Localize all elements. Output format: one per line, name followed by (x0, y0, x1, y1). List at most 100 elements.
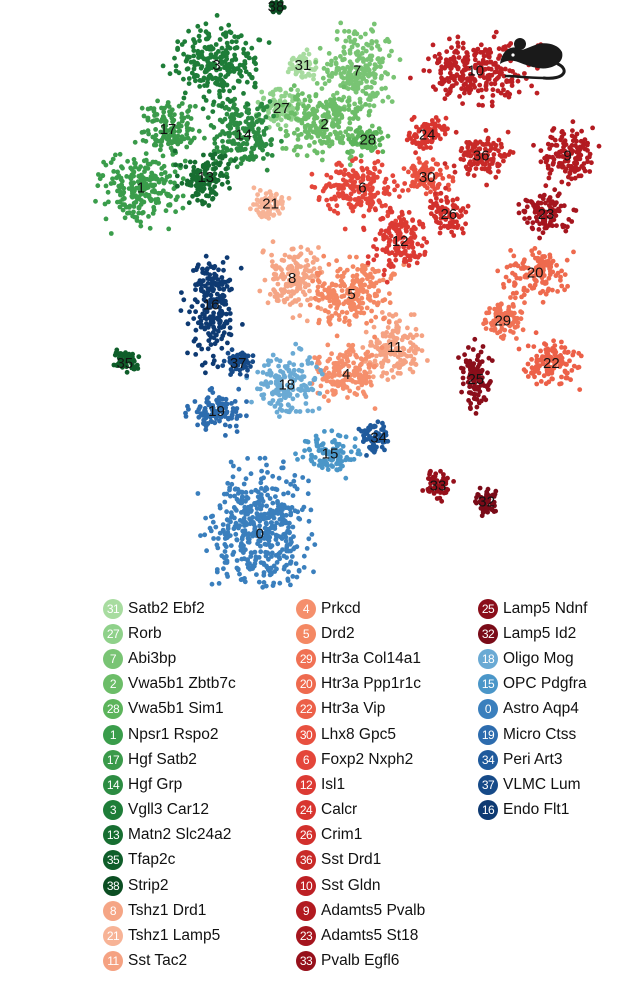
point-cluster-30 (446, 174, 452, 179)
point-cluster-24 (409, 117, 415, 122)
point-cluster-21 (267, 204, 272, 209)
point-cluster-7 (372, 80, 377, 86)
point-cluster-14 (221, 145, 227, 151)
point-cluster-18 (307, 381, 313, 386)
point-cluster-20 (536, 250, 542, 256)
point-cluster-35 (123, 353, 128, 359)
point-cluster-5 (336, 313, 342, 318)
point-cluster-7 (383, 85, 388, 91)
point-cluster-2 (299, 117, 305, 123)
point-cluster-21 (273, 192, 279, 198)
point-cluster-36 (471, 173, 477, 179)
point-cluster-12 (397, 250, 403, 256)
point-cluster-4 (353, 366, 359, 372)
point-cluster-17 (153, 126, 159, 132)
point-cluster-12 (361, 227, 367, 233)
point-cluster-9 (543, 159, 549, 165)
point-cluster-2 (327, 143, 332, 149)
point-cluster-17 (151, 142, 157, 148)
point-cluster-0 (264, 486, 270, 492)
point-cluster-12 (401, 259, 407, 264)
point-cluster-8 (290, 246, 296, 252)
point-cluster-0 (270, 473, 276, 479)
point-cluster-1 (103, 162, 109, 168)
point-cluster-8 (288, 293, 294, 299)
point-cluster-6 (352, 184, 358, 189)
point-cluster-4 (337, 365, 343, 370)
point-cluster-8 (287, 282, 292, 288)
point-cluster-8 (262, 277, 268, 283)
point-cluster-36 (499, 144, 504, 150)
point-cluster-6 (372, 165, 377, 171)
point-cluster-0 (240, 494, 245, 499)
point-cluster-31 (304, 60, 310, 66)
point-cluster-5 (316, 279, 322, 285)
point-cluster-24 (443, 115, 449, 121)
point-cluster-0 (265, 470, 270, 475)
point-cluster-8 (305, 247, 311, 253)
point-cluster-5 (334, 333, 340, 339)
point-cluster-0 (238, 577, 244, 583)
point-cluster-20 (559, 283, 565, 289)
point-cluster-11 (414, 332, 419, 338)
point-cluster-0 (275, 533, 281, 539)
point-cluster-7 (346, 35, 352, 40)
point-cluster-21 (248, 206, 253, 212)
point-cluster-31 (311, 76, 316, 82)
point-cluster-2 (300, 91, 305, 96)
point-cluster-3 (176, 70, 182, 76)
point-cluster-22 (538, 379, 544, 384)
point-cluster-36 (497, 152, 503, 158)
point-cluster-1 (111, 169, 117, 174)
point-cluster-4 (359, 375, 365, 381)
point-cluster-31 (289, 62, 295, 68)
point-cluster-2 (347, 120, 353, 126)
point-cluster-1 (113, 152, 118, 158)
point-cluster-25 (474, 404, 480, 410)
point-cluster-9 (568, 166, 574, 172)
point-cluster-20 (532, 246, 538, 251)
point-cluster-29 (520, 327, 526, 333)
point-cluster-10 (455, 34, 461, 40)
point-cluster-13 (204, 176, 210, 181)
point-cluster-0 (251, 520, 256, 525)
point-cluster-1 (110, 156, 116, 162)
point-cluster-14 (220, 138, 225, 144)
point-cluster-20 (508, 248, 513, 253)
point-cluster-9 (569, 176, 574, 182)
point-cluster-10 (496, 74, 501, 80)
point-cluster-6 (331, 183, 337, 189)
point-cluster-7 (348, 78, 354, 84)
point-cluster-36 (465, 144, 471, 150)
point-cluster-3 (233, 39, 239, 44)
point-cluster-17 (184, 144, 190, 150)
point-cluster-3 (213, 42, 219, 47)
point-cluster-3 (225, 67, 231, 73)
point-cluster-8 (265, 300, 271, 306)
point-cluster-7 (353, 65, 359, 70)
point-cluster-18 (268, 380, 274, 385)
point-cluster-0 (248, 471, 254, 477)
point-cluster-11 (393, 320, 399, 326)
point-cluster-7 (367, 53, 373, 59)
point-cluster-1 (134, 215, 140, 220)
point-cluster-31 (311, 72, 317, 78)
point-cluster-7 (361, 76, 366, 81)
point-cluster-0 (231, 549, 237, 555)
point-cluster-11 (395, 329, 401, 335)
point-cluster-25 (485, 370, 490, 376)
point-cluster-3 (190, 44, 196, 50)
point-cluster-8 (310, 259, 316, 265)
point-cluster-1 (132, 188, 137, 194)
point-cluster-8 (286, 271, 291, 277)
point-cluster-13 (226, 161, 231, 167)
point-cluster-10 (505, 90, 510, 95)
point-cluster-14 (227, 130, 233, 136)
point-cluster-0 (258, 480, 264, 486)
point-cluster-1 (180, 205, 186, 211)
point-cluster-3 (214, 13, 220, 18)
point-cluster-2 (317, 128, 323, 134)
point-cluster-8 (300, 289, 306, 295)
point-cluster-0 (203, 515, 209, 521)
point-cluster-25 (479, 398, 484, 404)
